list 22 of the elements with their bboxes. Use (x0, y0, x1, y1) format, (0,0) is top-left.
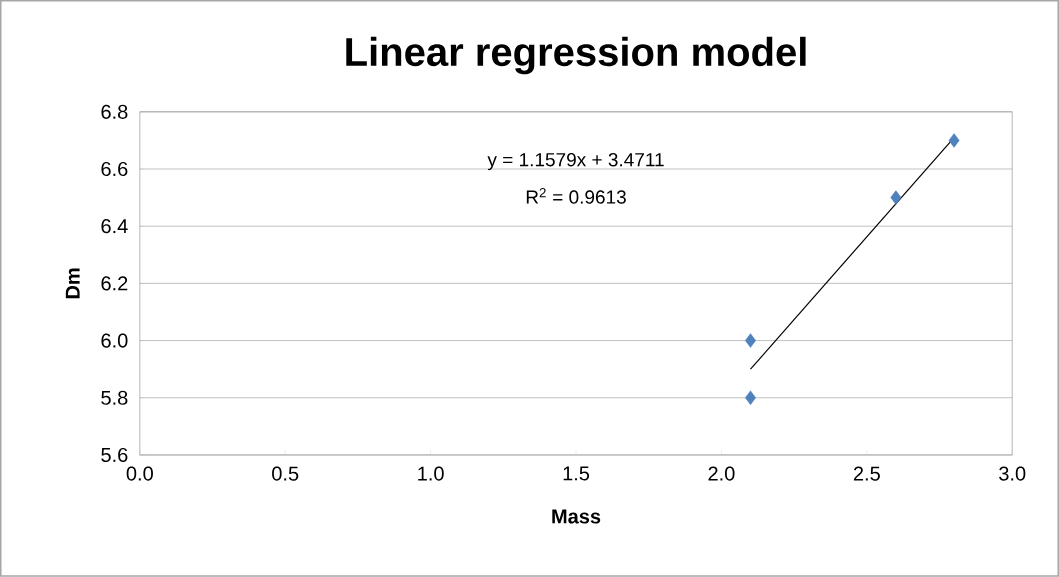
point (948, 133, 960, 148)
point (745, 333, 756, 348)
point (890, 190, 902, 205)
x-tick-label: 2.5 (853, 466, 880, 481)
y-tick-label: 6.6 (101, 162, 128, 177)
y-tick-label: 5.8 (101, 390, 128, 405)
x-tick-label: 2.0 (708, 466, 735, 481)
annotation: y = 1.1579x + 3.4711 (487, 153, 664, 171)
y-tick-label: 5.6 (101, 447, 128, 463)
annotation: R$^{2}$ = 0.9613 (526, 188, 626, 204)
y-tick-label: 6.0 (101, 333, 128, 348)
y-tick-label: 6.4 (101, 219, 128, 234)
x-tick-label: 1.5 (563, 466, 590, 481)
y-tick-label: 6.8 (101, 104, 128, 119)
y-tick-label: 6.2 (101, 276, 128, 291)
x-tick-label: 0.0 (126, 466, 153, 481)
chart-title: Linear regression model (346, 36, 806, 75)
x-tick-label: 1.0 (418, 466, 444, 481)
x-tick-label: 0.5 (272, 466, 299, 481)
y-axis-title: Dm (65, 268, 80, 299)
x-tick-label: 3.0 (999, 466, 1026, 481)
x-axis-title: Mass (552, 509, 601, 524)
